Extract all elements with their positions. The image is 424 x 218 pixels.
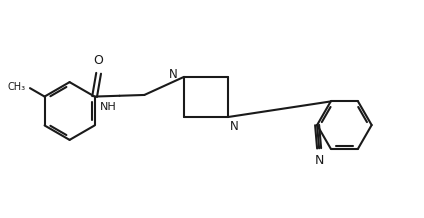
Text: O: O (94, 54, 103, 67)
Text: CH₃: CH₃ (7, 82, 25, 92)
Text: N: N (169, 68, 178, 81)
Text: NH: NH (100, 102, 116, 112)
Text: N: N (315, 154, 324, 167)
Text: N: N (230, 120, 239, 133)
